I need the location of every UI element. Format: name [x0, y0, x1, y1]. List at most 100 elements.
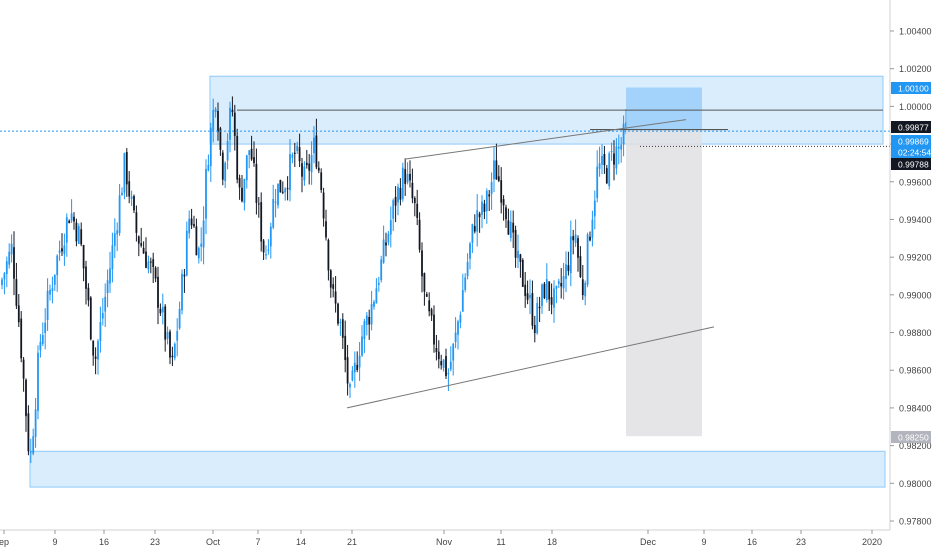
- candle-body: [555, 285, 558, 289]
- candle-body: [572, 236, 575, 241]
- candle-body: [291, 154, 294, 158]
- candle-body: [483, 203, 486, 212]
- candle-body: [428, 300, 431, 312]
- candle-body: [565, 264, 567, 280]
- price-label-box: [891, 158, 931, 170]
- candle-body: [488, 194, 491, 197]
- candle-body: [397, 186, 399, 203]
- candle-body: [303, 166, 306, 181]
- candle-body: [500, 180, 503, 203]
- candle-body: [519, 254, 522, 262]
- candle-body: [423, 273, 426, 292]
- candle-body: [437, 351, 440, 360]
- drawings-layer: [0, 87, 890, 437]
- candle-body: [27, 413, 30, 452]
- candle-body: [584, 282, 587, 297]
- candle-body: [68, 220, 71, 224]
- candle-body: [92, 340, 95, 356]
- y-tick-label: 0.98200: [899, 441, 932, 451]
- candle-body: [442, 359, 445, 368]
- candle-body: [195, 226, 198, 256]
- y-tick-label: 1.00000: [899, 102, 932, 112]
- candle-body: [183, 274, 186, 277]
- candle-body: [538, 306, 541, 309]
- candle-body: [375, 288, 378, 304]
- candle-body: [289, 154, 291, 191]
- candle-body: [622, 123, 625, 145]
- candle-body: [250, 148, 253, 160]
- y-tick-label: 0.98400: [899, 403, 932, 413]
- x-tick-label: 16: [99, 537, 109, 547]
- candle-body: [207, 164, 210, 171]
- candle-body: [94, 356, 97, 359]
- candle-body: [265, 254, 267, 256]
- x-tick-label: 2020: [862, 537, 882, 547]
- candle-body: [46, 290, 49, 321]
- candle-body: [130, 196, 133, 199]
- candle-body: [608, 153, 611, 187]
- candle-body: [284, 188, 287, 193]
- candle-body: [157, 276, 159, 308]
- candle-body: [464, 277, 467, 290]
- candle-body: [505, 207, 507, 220]
- x-tick-label: 23: [796, 537, 806, 547]
- candle-body: [478, 213, 481, 218]
- candle-body: [243, 178, 246, 203]
- candle-body: [313, 137, 315, 154]
- candle-body: [485, 190, 488, 212]
- candle-body: [399, 187, 402, 200]
- candle-body: [20, 318, 23, 359]
- candle-body: [135, 212, 138, 233]
- candle-body: [461, 290, 464, 312]
- candle-body: [118, 195, 121, 233]
- candle-body: [99, 321, 102, 342]
- candle-body: [113, 233, 116, 246]
- candle-body: [533, 325, 536, 334]
- candle-body: [541, 284, 543, 306]
- candle-body: [197, 247, 200, 259]
- x-tick-label: 9: [52, 537, 57, 547]
- candle-body: [387, 233, 390, 243]
- candle-body: [58, 250, 61, 253]
- candle-body: [75, 222, 78, 242]
- candle-body: [262, 240, 265, 253]
- candle-body: [440, 361, 443, 366]
- x-tick-label: 14: [296, 537, 306, 547]
- candle-body: [164, 306, 167, 340]
- candle-body: [473, 226, 476, 232]
- candle-body: [241, 187, 243, 202]
- candle-body: [70, 213, 73, 221]
- candle-body: [205, 168, 207, 219]
- candle-body: [188, 218, 191, 234]
- candle-body: [217, 110, 219, 132]
- candle-body: [87, 287, 90, 301]
- candle-body: [471, 224, 474, 243]
- candle-body: [154, 267, 157, 279]
- candle-body: [49, 290, 51, 295]
- price-label-box: [891, 431, 931, 443]
- candle-body: [490, 182, 493, 195]
- candle-body: [577, 238, 579, 258]
- candle-body: [469, 243, 471, 259]
- candle-body: [361, 336, 363, 356]
- candle-body: [15, 279, 18, 306]
- candle-body: [329, 270, 332, 288]
- candle-body: [322, 192, 325, 219]
- y-tick-label: 1.00200: [899, 64, 932, 74]
- x-tick-label: Dec: [640, 537, 657, 547]
- candle-body: [459, 314, 462, 323]
- y-tick-label: 0.97800: [899, 517, 932, 527]
- x-tick-label: 9: [701, 537, 706, 547]
- candle-body: [133, 195, 135, 211]
- candle-body: [109, 268, 111, 284]
- candle-body: [32, 436, 35, 454]
- candle-body: [51, 288, 54, 291]
- x-tick-label: 23: [150, 537, 160, 547]
- candle-body: [279, 179, 282, 193]
- candle-body: [553, 288, 555, 308]
- candle-body: [253, 157, 255, 164]
- candle-body: [601, 155, 603, 165]
- price-label-text: 0.99869: [898, 137, 929, 147]
